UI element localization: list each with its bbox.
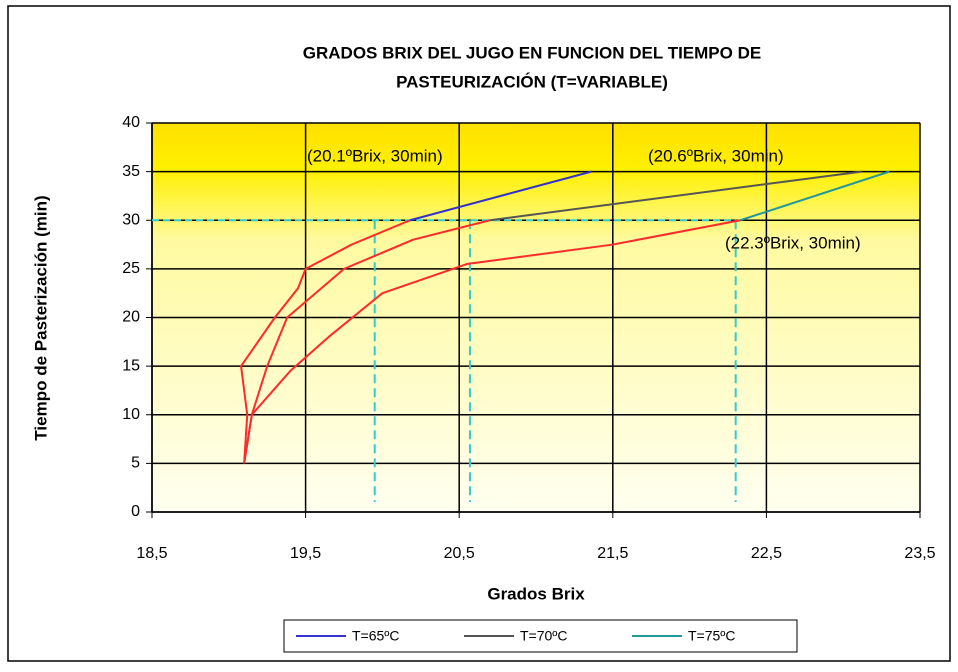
legend-label: T=70ºC [520, 628, 568, 644]
chart-title: PASTEURIZACIÓN (T=VARIABLE) [396, 72, 668, 91]
x-tick-label: 22,5 [751, 545, 782, 562]
series-line [409, 170, 592, 222]
y-tick-label: 5 [131, 455, 140, 472]
x-axis-label: Grados Brix [487, 584, 585, 603]
y-tick-label: 25 [122, 260, 140, 277]
series-line [739, 170, 890, 222]
annotation: (22.3ºBrix, 30min) [725, 233, 861, 252]
y-tick-label: 20 [122, 309, 140, 326]
y-tick-label: 35 [122, 163, 140, 180]
legend-label: T=65ºC [352, 628, 400, 644]
y-tick-label: 15 [122, 357, 140, 374]
x-tick-label: 19,5 [290, 545, 321, 562]
annotation: (20.6ºBrix, 30min) [648, 146, 784, 165]
legend [283, 619, 798, 653]
series-line [243, 219, 741, 464]
annotation: (20.1ºBrix, 30min) [307, 146, 443, 165]
x-tick-label: 21,5 [597, 545, 628, 562]
x-tick-label: 18,5 [136, 545, 167, 562]
y-tick-label: 40 [122, 114, 140, 131]
y-axis-label: Tiempo de Pasterización (min) [31, 195, 50, 440]
chart-title: GRADOS BRIX DEL JUGO EN FUNCION DEL TIEM… [303, 43, 761, 62]
y-tick-label: 0 [131, 503, 140, 520]
x-tick-label: 23,5 [904, 545, 935, 562]
series-line [489, 170, 862, 222]
y-tick-label: 10 [122, 406, 140, 423]
x-tick-label: 20,5 [444, 545, 475, 562]
series-line [240, 219, 411, 464]
legend-label: T=75ºC [688, 628, 736, 644]
y-tick-label: 30 [122, 211, 140, 228]
